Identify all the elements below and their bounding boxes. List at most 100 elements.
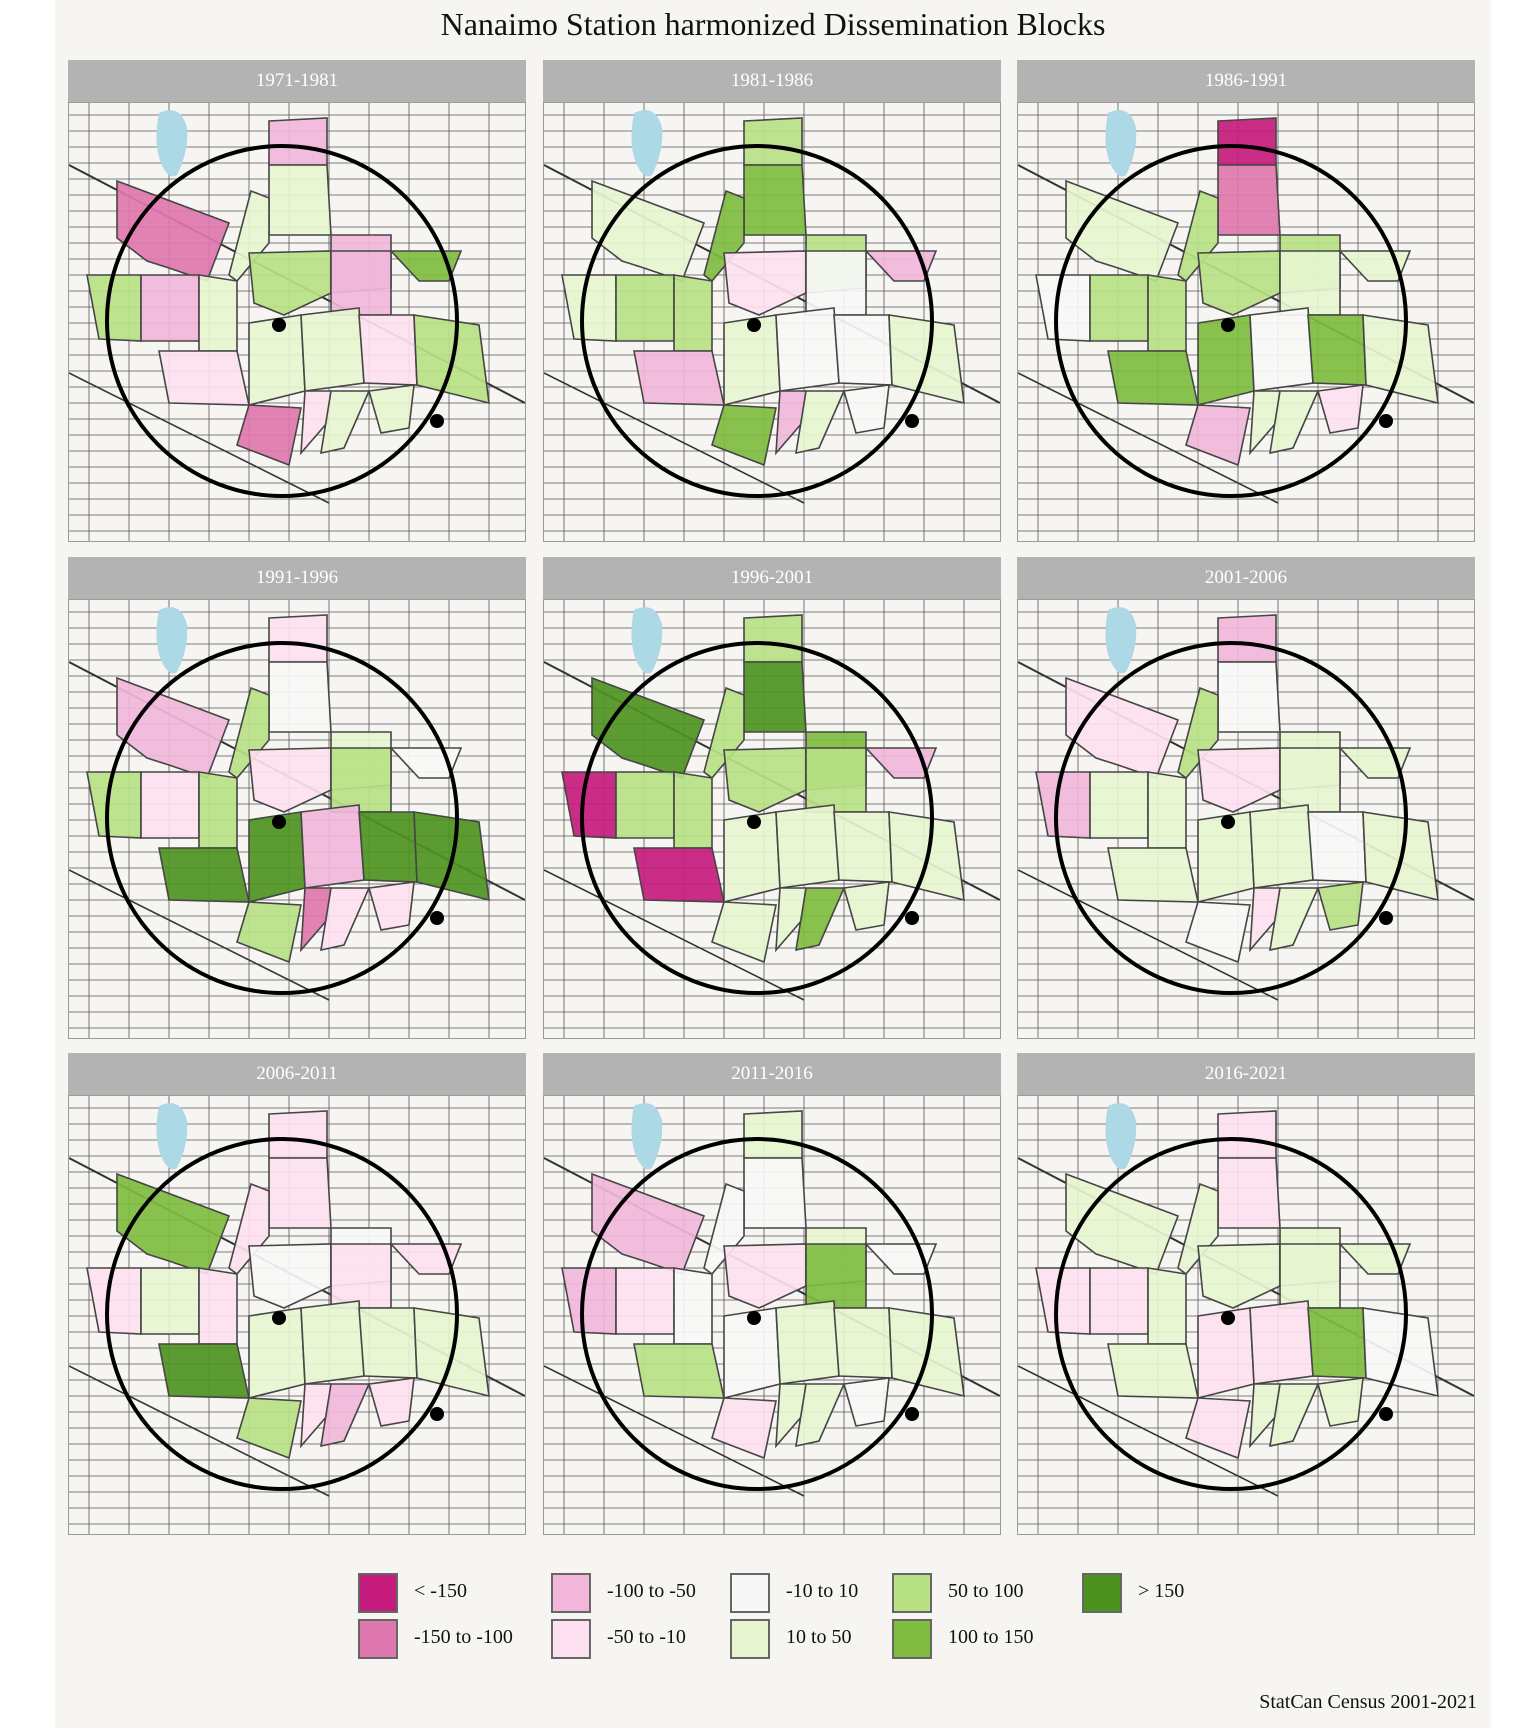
block-lot-lines	[723, 250, 807, 316]
station-marker	[430, 414, 444, 428]
block-13	[300, 804, 365, 889]
block-10	[1147, 274, 1187, 352]
block-lot-lines	[673, 1267, 713, 1345]
arterial-road	[1018, 372, 1279, 504]
station-marker	[1379, 1407, 1393, 1421]
legend-swatch	[358, 1573, 398, 1613]
arterial-road	[69, 869, 330, 1001]
block-1	[1217, 1110, 1277, 1159]
block-lot-lines	[1147, 1267, 1187, 1345]
lake	[631, 607, 663, 674]
block-14	[1307, 811, 1367, 883]
block-lot-lines	[775, 390, 807, 454]
legend-swatch	[730, 1619, 770, 1659]
block-1	[268, 1110, 328, 1159]
lake	[156, 607, 188, 674]
block-15	[711, 1397, 777, 1460]
legend-label: 50 to 100	[948, 1580, 1024, 1602]
station-marker	[1221, 1311, 1235, 1325]
figure-canvas: Nanaimo Station harmonized Dissemination…	[55, 0, 1491, 1728]
facet-map	[1017, 102, 1475, 542]
block-lot-lines	[198, 1267, 238, 1345]
block-2	[268, 164, 332, 236]
block-9	[615, 274, 675, 342]
lake	[156, 1103, 188, 1170]
legend-swatch	[1082, 1573, 1122, 1613]
block-10	[198, 1267, 238, 1345]
facet-strip-label: 1996-2001	[543, 557, 1001, 599]
block-9	[1089, 771, 1149, 839]
block-lot-lines	[673, 771, 713, 849]
block-lot-lines	[198, 771, 238, 849]
block-15	[236, 404, 302, 467]
block-4	[1035, 771, 1091, 839]
facet-panel: 2016-2021	[1017, 1053, 1475, 1535]
block-lot-lines	[413, 811, 490, 901]
block-lot-lines	[673, 274, 713, 352]
block-lot-lines	[368, 881, 415, 931]
block-lot-lines	[805, 747, 867, 813]
block-5	[723, 250, 807, 316]
station-buffer-circle	[1054, 1137, 1408, 1491]
map-canvas	[1018, 103, 1474, 541]
station-buffer-circle	[580, 641, 934, 995]
block-11	[158, 350, 251, 406]
block-lot-lines	[330, 250, 392, 316]
block-lot-lines	[1249, 390, 1281, 454]
map-canvas	[69, 103, 525, 541]
block-15	[1185, 901, 1251, 964]
block-lot-lines	[805, 250, 867, 316]
block-10	[1147, 771, 1187, 849]
lake	[631, 110, 663, 177]
block-lot-lines	[320, 1383, 370, 1447]
block-5	[723, 1243, 807, 1309]
dissemination-blocks	[1035, 614, 1439, 964]
block-lot-lines	[1317, 384, 1364, 434]
legend-swatch	[892, 1619, 932, 1659]
block-lot-lines	[1339, 747, 1411, 779]
block-lot-lines	[1197, 250, 1281, 316]
block-1	[268, 614, 328, 663]
block-7	[805, 1243, 867, 1309]
block-1	[743, 117, 803, 166]
block-1	[268, 117, 328, 166]
block-11	[1107, 847, 1200, 903]
lake	[1105, 1103, 1137, 1170]
lake	[631, 1103, 663, 1170]
block-1	[743, 614, 803, 663]
block-lot-lines	[1307, 314, 1367, 386]
block-4	[1035, 1267, 1091, 1335]
block-13	[300, 307, 365, 392]
facet-panel: 1996-2001	[543, 557, 1001, 1039]
facet-map	[1017, 599, 1475, 1039]
block-0	[591, 179, 706, 283]
block-9	[615, 771, 675, 839]
legend-swatch	[730, 1573, 770, 1613]
station-marker	[747, 318, 761, 332]
block-13	[1249, 307, 1314, 392]
facet-map	[543, 599, 1001, 1039]
block-7	[1279, 250, 1341, 316]
block-2	[268, 661, 332, 733]
block-7	[330, 747, 392, 813]
block-lot-lines	[413, 1307, 490, 1397]
block-4	[561, 771, 617, 839]
facet-map	[1017, 1095, 1475, 1535]
block-15	[236, 901, 302, 964]
block-4	[561, 274, 617, 342]
block-5	[1197, 250, 1281, 316]
block-lot-lines	[843, 1377, 890, 1427]
lake	[1105, 607, 1137, 674]
block-lot-lines	[795, 887, 845, 951]
block-lot-lines	[1279, 250, 1341, 316]
caption: StatCan Census 2001-2021	[1259, 1691, 1477, 1713]
block-5	[248, 250, 332, 316]
block-lot-lines	[1279, 747, 1341, 813]
block-15	[711, 901, 777, 964]
block-13	[775, 1300, 840, 1385]
arterial-road	[544, 1365, 805, 1497]
block-14	[358, 314, 418, 386]
station-marker	[905, 414, 919, 428]
block-19	[842, 1377, 890, 1427]
block-lot-lines	[1147, 274, 1187, 352]
